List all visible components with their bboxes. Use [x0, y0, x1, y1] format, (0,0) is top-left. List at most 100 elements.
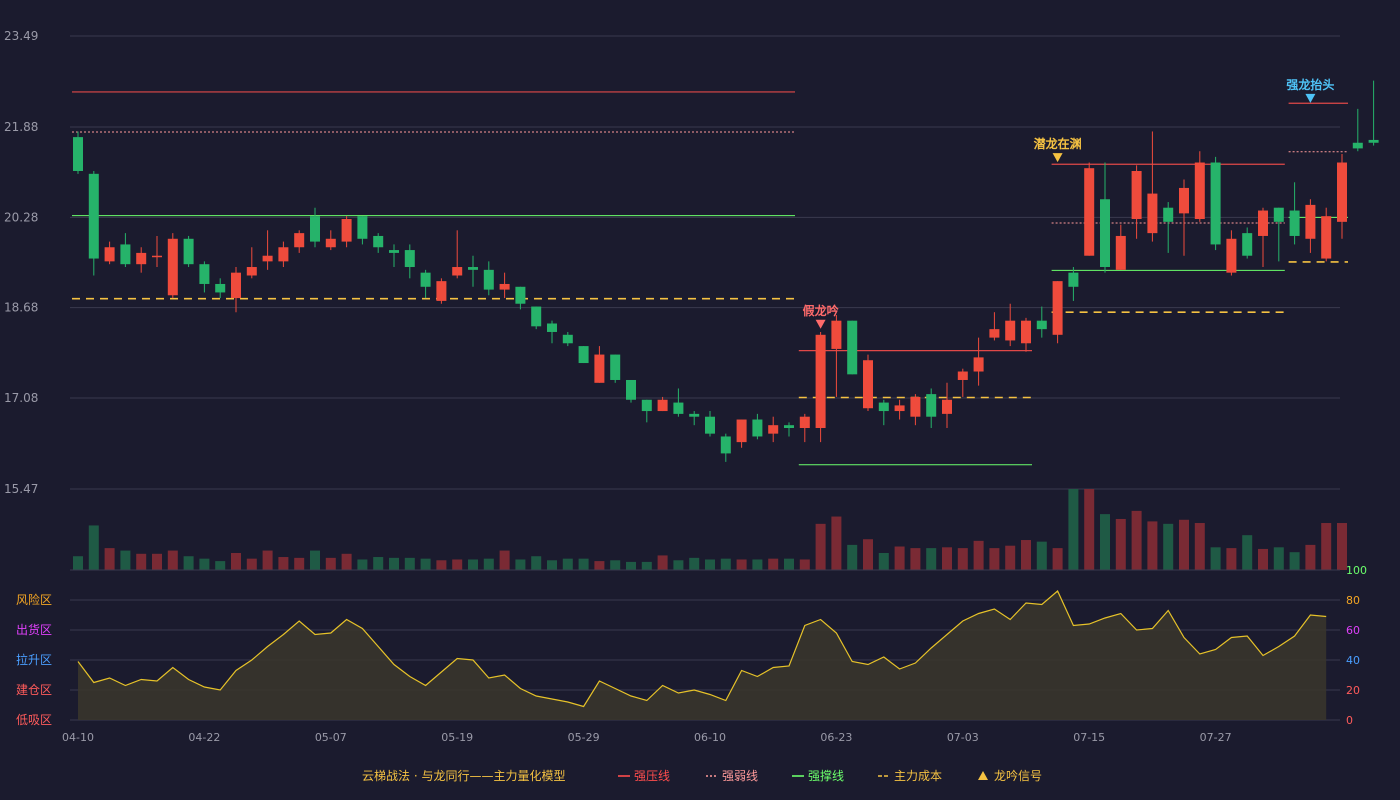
legend-item-label: 强压线: [634, 769, 670, 783]
price-axis-label: 17.08: [4, 391, 38, 405]
indicator-axis-label: 20: [1346, 684, 1360, 697]
candle-body: [578, 346, 589, 364]
volume-bar: [1210, 547, 1221, 570]
volume-bar: [1068, 489, 1079, 570]
volume-bar: [1052, 548, 1063, 570]
candle-body: [1068, 272, 1079, 287]
volume-bar: [294, 557, 305, 570]
candle-body: [120, 244, 131, 265]
candle-body: [483, 269, 494, 290]
volume-bar: [357, 559, 368, 570]
candle-body: [1100, 199, 1110, 268]
candle-body: [73, 137, 83, 171]
candle-body: [199, 264, 210, 284]
signal-label: 潜龙在渊: [1034, 136, 1082, 151]
candle-body: [341, 219, 352, 242]
candle-body: [878, 402, 889, 412]
candle-body: [152, 255, 162, 258]
legend-item-label: 强弱线: [722, 769, 758, 783]
volume-bar: [1179, 519, 1189, 570]
candle-body: [1131, 170, 1142, 220]
volume-bar: [1305, 544, 1316, 570]
volume-bar: [373, 557, 384, 570]
price-axis-label: 15.47: [4, 482, 38, 496]
candle-body: [705, 416, 715, 434]
candle-body: [973, 357, 984, 372]
candle-body: [847, 320, 858, 375]
volume-bar: [1005, 545, 1016, 570]
legend-item-label: 主力成本: [894, 769, 942, 783]
candle-body: [784, 425, 794, 428]
indicator-area: [78, 591, 1327, 720]
volume-bar: [167, 550, 178, 570]
candle-body: [167, 238, 178, 296]
signal-arrow-icon: [815, 319, 826, 329]
signal-label: 强龙抬头: [1286, 77, 1334, 92]
volume-bar: [152, 553, 162, 570]
volume-bar: [815, 523, 826, 570]
x-axis-label: 06-23: [820, 731, 852, 744]
candle-body: [1052, 281, 1063, 335]
volume-bar: [973, 540, 984, 570]
price-axis-label: 21.88: [4, 120, 38, 134]
candle-body: [1021, 320, 1031, 344]
indicator-axis-label: 0: [1346, 714, 1353, 727]
candle-body: [894, 405, 905, 412]
candle-body: [831, 320, 842, 349]
volume-bar: [831, 516, 842, 570]
volume-bar: [420, 558, 431, 570]
candle-body: [373, 235, 384, 248]
volume-bar: [73, 556, 83, 570]
volume-bar: [989, 548, 1000, 570]
x-axis-label: 04-22: [188, 731, 220, 744]
volume-bar: [515, 559, 526, 570]
volume-bar: [720, 558, 731, 570]
volume-bar: [499, 550, 510, 570]
zone-label: 拉升区: [16, 652, 52, 667]
candle-body: [294, 233, 305, 248]
volume-bar: [1147, 521, 1158, 570]
volume-bar: [120, 550, 131, 570]
candle-body: [594, 354, 605, 383]
price-axis-label: 18.68: [4, 301, 38, 315]
volume-bar: [1321, 523, 1332, 570]
candle-body: [404, 250, 415, 268]
volume-bar: [310, 550, 320, 570]
candle-body: [452, 267, 463, 276]
zone-label: 低吸区: [16, 713, 52, 727]
candle-body: [310, 216, 320, 242]
candle-body: [246, 267, 257, 276]
candle-body: [910, 396, 921, 417]
candle-body: [231, 272, 241, 299]
candle-body: [720, 436, 731, 454]
candle-body: [389, 250, 399, 253]
price-axis-label: 23.49: [4, 29, 38, 43]
volume-bar: [768, 558, 779, 570]
volume-bar: [784, 558, 794, 570]
indicator-axis-label: 60: [1346, 624, 1360, 637]
zone-label: 出货区: [16, 622, 52, 637]
candle-body: [1305, 204, 1316, 239]
volume-bar: [562, 558, 573, 570]
volume-bar: [626, 561, 636, 570]
x-axis-label: 05-19: [441, 731, 473, 744]
candle-body: [1147, 193, 1158, 234]
candle-body: [752, 419, 763, 437]
x-axis-label: 06-10: [694, 731, 726, 744]
volume-bar: [246, 558, 257, 570]
volume-bar: [1021, 540, 1031, 570]
volume-bar: [926, 548, 937, 570]
volume-bar: [262, 550, 273, 570]
candle-body: [1289, 210, 1300, 236]
volume-bar: [231, 552, 241, 570]
volume-bar: [863, 539, 873, 570]
signal-arrow-icon: [1052, 153, 1063, 163]
candle-body: [1194, 162, 1205, 220]
legend-item-label: 龙吟信号: [994, 768, 1042, 783]
volume-bar: [1100, 514, 1110, 570]
volume-bar: [1289, 552, 1300, 570]
volume-bar: [1242, 535, 1253, 570]
candle-body: [1179, 187, 1189, 214]
indicator-axis-label: 100: [1346, 564, 1367, 577]
volume-bar: [436, 560, 447, 570]
